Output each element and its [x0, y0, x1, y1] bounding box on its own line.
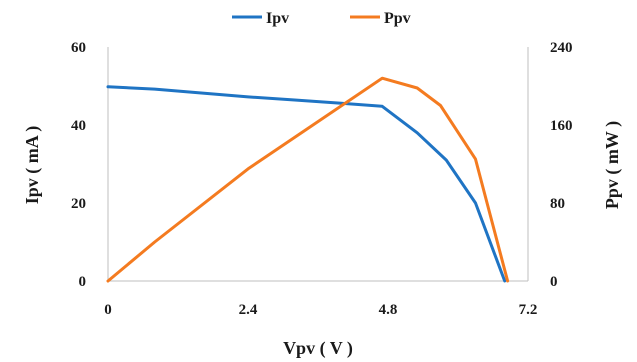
y-right-tick-label: 0: [550, 274, 558, 290]
x-tick-label: 4.8: [379, 302, 398, 318]
x-tick-labels: 0 2.4 4.8 7.2: [104, 302, 537, 318]
series-line-ipv: [106, 85, 507, 283]
y-left-tick-label: 60: [71, 40, 86, 56]
legend-label-ipv: Ipv: [266, 10, 289, 27]
x-axis-title: Vpv ( V ): [283, 338, 353, 359]
x-tick-label: 0: [104, 302, 112, 318]
y-left-tick-label: 20: [71, 196, 86, 212]
y-left-axis-title: Ipv ( mA ): [22, 126, 43, 205]
series-line-ppv: [106, 76, 510, 283]
legend-label-ppv: Ppv: [384, 10, 411, 27]
x-tick-label: 2.4: [239, 302, 258, 318]
plot-area: [106, 47, 529, 283]
y-left-tick-labels: 0 20 40 60: [71, 40, 86, 290]
y-right-axis-title: Ppv ( mW ): [602, 121, 623, 209]
y-right-tick-label: 240: [550, 40, 573, 56]
legend: Ipv Ppv: [232, 10, 411, 27]
y-left-tick-label: 40: [71, 118, 86, 134]
y-left-tick-label: 0: [79, 274, 87, 290]
y-right-tick-label: 160: [550, 118, 573, 134]
y-right-tick-label: 80: [550, 196, 565, 212]
y-right-tick-labels: 0 80 160 240: [550, 40, 573, 290]
x-tick-label: 7.2: [519, 302, 538, 318]
